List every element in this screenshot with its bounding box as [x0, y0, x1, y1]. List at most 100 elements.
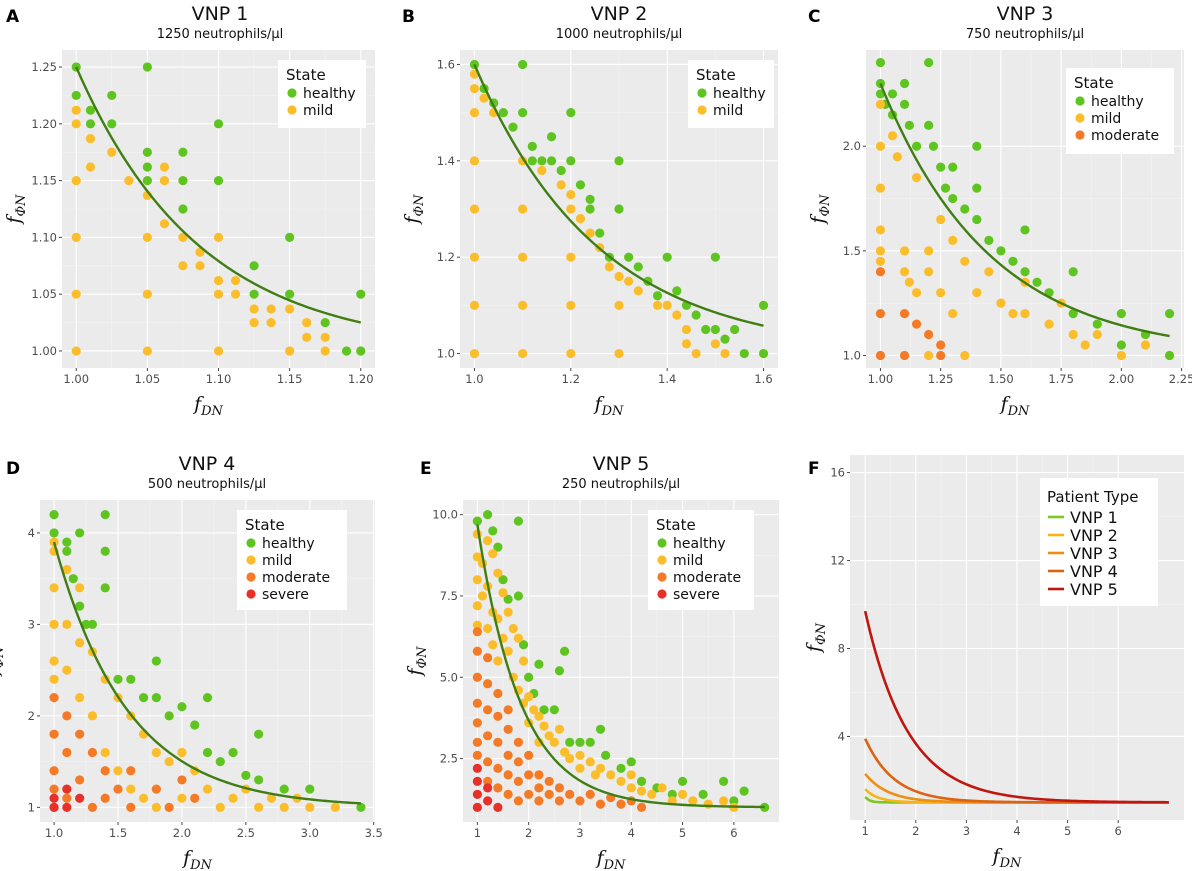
data-point-moderate	[483, 731, 493, 741]
legend-label-mild: mild	[673, 553, 703, 569]
data-point-mild	[534, 711, 544, 721]
data-point-moderate	[534, 783, 544, 793]
x-tick-label: 1.05	[135, 372, 161, 386]
data-point-healthy	[730, 324, 740, 335]
data-point-moderate	[899, 350, 910, 361]
data-point-mild	[71, 105, 81, 115]
data-point-mild	[529, 705, 539, 715]
data-point-healthy	[241, 770, 251, 780]
legend-label-moderate: moderate	[673, 570, 741, 586]
data-point-mild	[477, 591, 488, 601]
x-axis-label-sub: DN	[1007, 404, 1030, 419]
data-point-healthy	[720, 334, 730, 344]
legend-title: State	[696, 66, 736, 84]
data-point-mild	[213, 275, 224, 286]
data-point-severe	[49, 793, 59, 803]
data-point-healthy	[202, 747, 213, 758]
data-point-mild	[49, 583, 59, 593]
data-point-mild	[681, 324, 692, 335]
data-point-mild	[469, 348, 480, 359]
x-tick-label: 1	[862, 824, 869, 838]
data-point-mild	[960, 256, 970, 266]
plot-area	[472, 510, 770, 812]
data-point-healthy	[285, 289, 295, 299]
x-axis-label-sub: DN	[999, 856, 1022, 871]
y-axis-label-sub: ΦN	[412, 194, 427, 217]
data-point-mild	[691, 348, 701, 359]
x-axis-label-main: f	[991, 845, 1003, 867]
data-point-moderate	[534, 796, 544, 806]
data-point-moderate	[49, 692, 59, 703]
data-point-healthy	[142, 62, 152, 72]
data-point-mild	[498, 588, 508, 598]
y-tick-label: 4	[838, 729, 845, 743]
data-point-healthy	[672, 286, 682, 296]
data-point-healthy	[527, 141, 537, 151]
legend-swatch-healthy	[657, 538, 667, 548]
data-point-healthy	[940, 183, 951, 193]
data-point-healthy	[928, 141, 939, 151]
data-point-healthy	[493, 542, 503, 552]
x-axis-label: fDN	[192, 393, 223, 419]
data-point-mild	[213, 232, 224, 242]
y-tick-label: 3	[28, 617, 35, 631]
data-point-mild	[213, 346, 224, 356]
data-point-mild	[636, 786, 647, 796]
y-tick-label: 8	[838, 641, 845, 655]
data-point-mild	[87, 711, 98, 721]
data-point-mild	[720, 348, 730, 359]
data-point-mild	[62, 619, 72, 630]
x-axis-label-sub: DN	[603, 858, 626, 871]
y-tick-label: 7.5	[440, 589, 458, 603]
data-point-mild	[703, 799, 713, 809]
data-point-moderate	[62, 711, 72, 721]
data-point-moderate	[493, 783, 503, 793]
data-point-healthy	[633, 262, 643, 272]
data-point-moderate	[472, 627, 482, 637]
data-point-healthy	[585, 737, 595, 747]
data-point-mild	[472, 601, 482, 611]
data-point-healthy	[537, 156, 547, 166]
legend-swatch-moderate	[1075, 130, 1085, 140]
data-point-mild	[71, 232, 81, 242]
x-tick-label: 1.10	[206, 372, 232, 386]
data-point-healthy	[503, 594, 513, 604]
chart-subtitle: 500 neutrophils/μl	[148, 477, 266, 492]
data-point-moderate	[483, 705, 493, 715]
data-point-mild	[159, 162, 170, 172]
x-axis-label-main: f	[999, 393, 1011, 415]
x-tick-label: 2.00	[1109, 372, 1135, 386]
data-point-mild	[249, 317, 259, 328]
data-point-healthy	[624, 252, 634, 262]
x-axis-label-sub: DN	[189, 858, 212, 871]
x-tick-label: 1.50	[988, 372, 1014, 386]
y-tick-label: 1.25	[31, 60, 57, 74]
data-point-healthy	[972, 141, 982, 151]
data-point-mild	[513, 633, 524, 643]
y-tick-label: 16	[830, 466, 845, 480]
data-point-healthy	[202, 692, 213, 703]
data-point-healthy	[899, 99, 910, 109]
data-point-healthy	[1020, 267, 1030, 277]
data-point-healthy	[341, 346, 352, 356]
data-point-mild	[624, 276, 634, 286]
x-tick-label: 1	[474, 826, 481, 840]
x-tick-label: 2	[912, 824, 919, 838]
data-point-mild	[254, 802, 264, 812]
data-point-healthy	[758, 348, 769, 359]
data-point-moderate	[177, 775, 187, 785]
data-point-healthy	[710, 252, 720, 262]
data-point-healthy	[85, 119, 96, 129]
y-tick-label: 1.20	[31, 117, 57, 131]
legend-label: VNP 3	[1070, 544, 1118, 563]
data-point-mild	[164, 757, 174, 767]
data-point-mild	[936, 214, 946, 225]
data-point-healthy	[559, 646, 570, 656]
legend-label-mild: mild	[713, 103, 743, 119]
data-point-mild	[330, 802, 340, 812]
data-point-moderate	[554, 796, 565, 806]
data-point-moderate	[151, 784, 161, 794]
data-point-mild	[559, 747, 570, 757]
data-point-healthy	[62, 546, 72, 556]
